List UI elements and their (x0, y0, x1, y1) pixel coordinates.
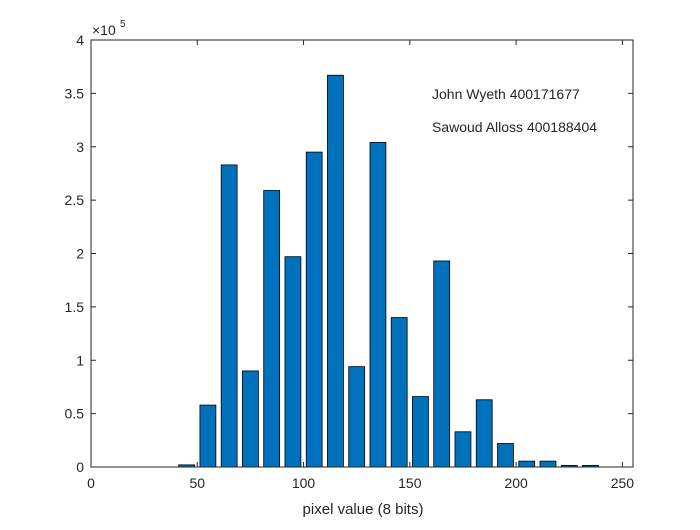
histogram-bar (263, 190, 281, 468)
histogram-bar (412, 396, 429, 468)
x-tick-label: 150 (398, 475, 422, 491)
chart-annotation: Sawoud Alloss 400188404 (432, 119, 597, 135)
histogram-bar (220, 164, 238, 468)
histogram-bar (199, 404, 217, 468)
x-tick-label: 100 (292, 475, 316, 491)
y-tick-label: 0.5 (65, 406, 85, 422)
y-exponent-base: ×10 (92, 22, 116, 38)
histogram-bar (390, 317, 408, 468)
y-tick-label: 3.5 (65, 85, 85, 101)
x-tick-label: 0 (87, 475, 95, 491)
histogram-bar (475, 399, 493, 468)
y-tick-label: 1 (76, 352, 84, 368)
y-tick-label: 2 (76, 246, 84, 262)
y-tick-label: 2.5 (65, 192, 85, 208)
y-tick-label: 0 (76, 459, 84, 475)
chart-annotation: John Wyeth 400171677 (432, 86, 580, 102)
x-axis-label: pixel value (8 bits) (303, 501, 424, 518)
histogram-bar (539, 460, 557, 468)
histogram-bar (497, 443, 514, 468)
histogram-bar (369, 142, 387, 468)
histogram-bar (284, 256, 302, 468)
histogram-bar (433, 260, 451, 468)
x-tick-label: 200 (504, 475, 528, 491)
histogram-bar (242, 370, 259, 468)
y-tick-label: 3 (76, 139, 84, 155)
histogram-bar (305, 151, 323, 468)
histogram-bar (327, 74, 344, 468)
y-exponent-power: 5 (120, 19, 126, 30)
y-tick-label: 1.5 (65, 299, 85, 315)
x-tick-label: 50 (189, 475, 205, 491)
histogram-bar (454, 431, 472, 468)
x-tick-label: 250 (611, 475, 635, 491)
y-tick-label: 4 (76, 32, 84, 48)
histogram-bar (518, 460, 536, 468)
histogram-bar (348, 366, 366, 468)
